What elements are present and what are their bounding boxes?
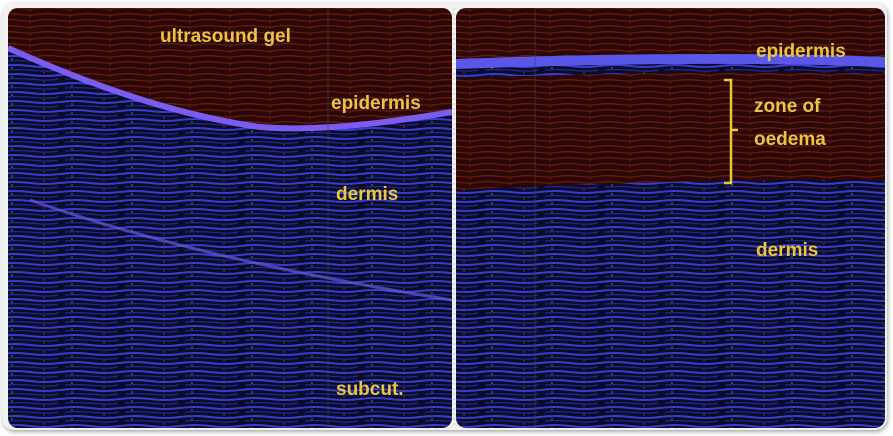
label: dermis: [756, 240, 818, 261]
label: epidermis: [756, 41, 846, 62]
gel-region: [8, 8, 452, 126]
label: epidermis: [331, 93, 421, 114]
label: zone of: [754, 96, 821, 117]
fibre-line: [29, 198, 452, 302]
label: subcut.: [336, 379, 404, 400]
left-panel: [8, 8, 452, 428]
label: dermis: [336, 184, 398, 205]
label: ultrasound gel: [160, 26, 291, 47]
oedema-bracket: [724, 78, 738, 185]
epidermis-line: [8, 45, 452, 132]
oedema-region: [456, 72, 885, 190]
right-panel: [456, 8, 885, 428]
epidermis-band: [456, 53, 885, 69]
dermis-texture: [456, 8, 885, 428]
label: oedema: [754, 129, 826, 150]
top-region: [456, 8, 885, 62]
